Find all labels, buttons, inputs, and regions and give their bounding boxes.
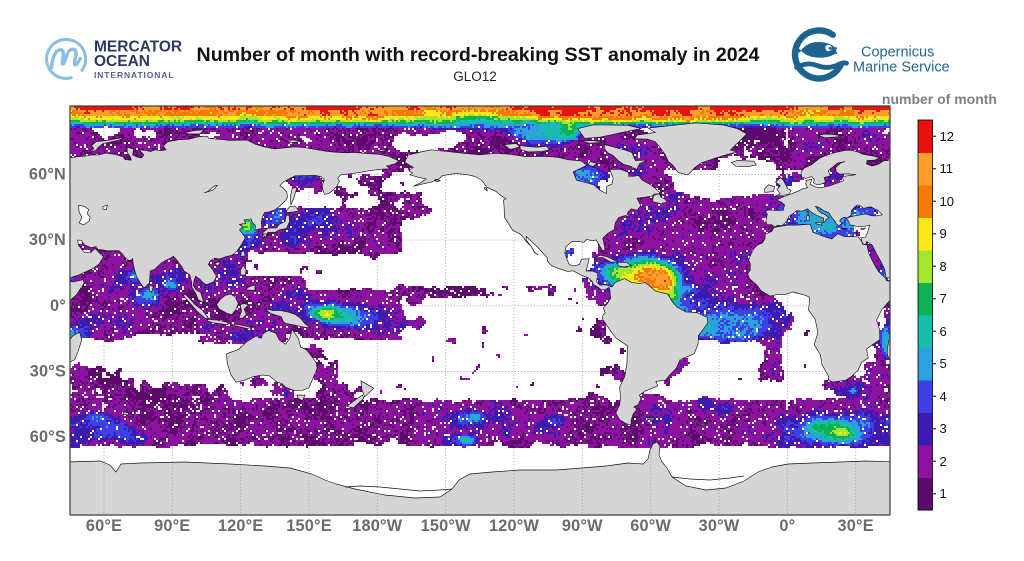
svg-text:1: 1 [940, 486, 947, 501]
svg-text:90°W: 90°W [562, 517, 603, 535]
svg-text:120°E: 120°E [218, 517, 264, 535]
svg-text:8: 8 [940, 259, 947, 274]
svg-text:MERCATOR: MERCATOR [94, 39, 182, 56]
svg-text:150°E: 150°E [286, 517, 332, 535]
svg-text:Copernicus: Copernicus [861, 45, 934, 61]
svg-text:60°S: 60°S [30, 428, 66, 446]
svg-text:0°: 0° [50, 297, 66, 315]
svg-text:0°: 0° [779, 517, 795, 535]
svg-text:4: 4 [940, 389, 947, 404]
svg-text:Number of month with record-br: Number of month with record-breaking SST… [197, 44, 760, 66]
svg-text:7: 7 [940, 291, 947, 306]
svg-text:9: 9 [940, 226, 947, 241]
svg-text:INTERNATIONAL: INTERNATIONAL [94, 70, 174, 80]
svg-text:120°W: 120°W [489, 517, 539, 535]
svg-text:3: 3 [940, 421, 947, 436]
svg-text:6: 6 [940, 324, 947, 339]
svg-text:2: 2 [940, 454, 947, 469]
svg-text:GLO12: GLO12 [453, 69, 497, 84]
svg-text:30°E: 30°E [838, 517, 874, 535]
svg-text:60°E: 60°E [86, 517, 122, 535]
svg-text:180°W: 180°W [352, 517, 402, 535]
svg-text:number of month: number of month [882, 91, 997, 107]
svg-text:Marine Service: Marine Service [853, 60, 950, 76]
svg-text:30°N: 30°N [29, 231, 66, 249]
svg-text:11: 11 [940, 161, 954, 176]
svg-text:30°W: 30°W [699, 517, 740, 535]
svg-text:OCEAN: OCEAN [94, 53, 150, 70]
svg-text:90°E: 90°E [154, 517, 190, 535]
svg-text:10: 10 [940, 194, 954, 209]
svg-text:150°W: 150°W [421, 517, 471, 535]
svg-text:60°W: 60°W [630, 517, 671, 535]
svg-text:5: 5 [940, 356, 947, 371]
svg-text:12: 12 [940, 129, 954, 144]
svg-text:30°S: 30°S [30, 362, 66, 380]
svg-text:60°N: 60°N [29, 166, 66, 184]
